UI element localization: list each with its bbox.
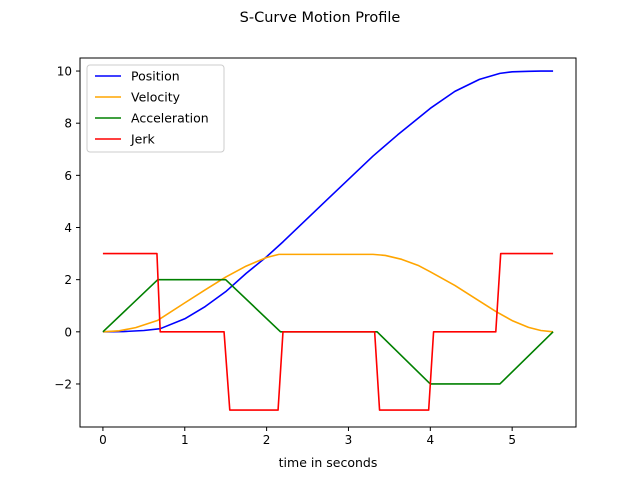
y-tick-label: 10 bbox=[57, 65, 72, 79]
legend-box bbox=[86, 64, 225, 153]
legend-label-jerk: Jerk bbox=[130, 132, 156, 147]
legend-label-velocity: Velocity bbox=[131, 90, 181, 105]
plot-series bbox=[102, 70, 554, 411]
y-tick-label: 0 bbox=[64, 325, 72, 339]
x-tick-label: 4 bbox=[426, 433, 434, 447]
y-tick-label: 6 bbox=[64, 169, 72, 183]
x-tick-label: 0 bbox=[99, 433, 107, 447]
series-line-jerk bbox=[102, 252, 554, 411]
y-tick-label: 8 bbox=[64, 117, 72, 131]
y-tick-label: 4 bbox=[64, 221, 72, 235]
series-line-velocity bbox=[102, 253, 554, 333]
x-tick-label: 3 bbox=[345, 433, 353, 447]
x-tick-label: 1 bbox=[181, 433, 189, 447]
x-tick-label: 5 bbox=[508, 433, 516, 447]
x-axis-ticks: 0 1 2 3 4 5 bbox=[99, 427, 516, 447]
chart-title: S-Curve Motion Profile bbox=[240, 10, 401, 26]
series-line-position bbox=[102, 70, 554, 333]
x-axis-label: time in seconds bbox=[279, 455, 378, 470]
legend-label-position: Position bbox=[131, 69, 180, 84]
y-tick-label: 2 bbox=[64, 273, 72, 287]
y-tick-label: −2 bbox=[54, 377, 72, 391]
legend: Position Velocity Acceleration Jerk bbox=[86, 64, 225, 153]
legend-label-acceleration: Acceleration bbox=[131, 111, 209, 126]
y-axis-ticks: −2 0 2 4 6 8 10 bbox=[54, 65, 80, 391]
plot-frame bbox=[79, 57, 577, 428]
x-tick-label: 2 bbox=[263, 433, 271, 447]
